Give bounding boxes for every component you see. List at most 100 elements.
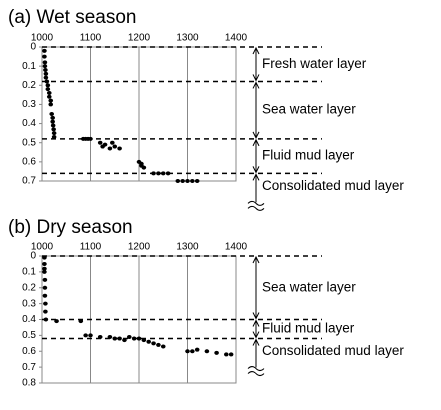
point <box>102 142 108 147</box>
x-tick-label: 1100 <box>80 33 102 44</box>
point <box>51 131 57 136</box>
y-tick-label: 0.1 <box>22 267 36 278</box>
point <box>112 144 118 149</box>
point <box>43 301 48 306</box>
layer-label: Consolidated mud layer <box>262 178 404 193</box>
arrow-head <box>252 166 260 174</box>
x-tick-label: 1400 <box>225 242 248 253</box>
layer-label: Fluid mud layer <box>262 321 355 336</box>
arrow-head <box>252 46 260 55</box>
point <box>42 54 47 59</box>
layer-label: Sea water layer <box>262 102 356 117</box>
y-tick-label: 0.5 <box>22 330 36 341</box>
point <box>48 98 54 103</box>
y-tick-label: 0.2 <box>22 282 36 293</box>
x-tick-label: 1300 <box>176 242 199 253</box>
x-tick-label: 1200 <box>128 242 151 253</box>
y-tick-label: 0.1 <box>22 61 36 72</box>
arrow-head <box>252 173 260 181</box>
arrow-head <box>252 338 260 346</box>
point <box>42 266 47 271</box>
arrow-head <box>252 312 260 320</box>
y-tick-label: 0.4 <box>22 314 36 325</box>
point <box>49 112 54 116</box>
point <box>42 293 48 298</box>
y-tick-label: 0.6 <box>22 346 36 357</box>
point <box>51 127 56 132</box>
arrow-head <box>252 331 260 339</box>
y-tick-label: 0.5 <box>22 137 36 148</box>
arrow-head <box>252 319 260 327</box>
point <box>50 119 55 124</box>
point <box>117 336 122 341</box>
x-tick-label: 1000 <box>31 242 54 253</box>
y-tick-label: 0 <box>30 42 36 53</box>
point <box>46 90 52 95</box>
x-tick-label: 1400 <box>225 33 248 44</box>
break-mark <box>247 366 265 372</box>
point <box>42 285 48 290</box>
point <box>43 67 48 72</box>
layer-label: Fluid mud layer <box>262 148 355 163</box>
point <box>190 179 195 183</box>
point <box>214 350 219 355</box>
point <box>42 48 47 53</box>
x-tick-label: 1100 <box>80 242 102 253</box>
point <box>48 102 54 107</box>
x-tick-label: 1000 <box>31 33 54 44</box>
point <box>43 309 48 314</box>
point <box>43 75 49 80</box>
y-tick-label: 0.2 <box>22 80 36 91</box>
break-mark <box>247 205 265 211</box>
point <box>110 140 115 145</box>
x-tick-label: 1300 <box>176 33 199 44</box>
point <box>50 115 55 120</box>
point <box>185 179 190 183</box>
point <box>175 179 181 183</box>
point <box>127 334 132 339</box>
point <box>185 349 190 354</box>
point <box>42 269 47 274</box>
point <box>190 349 195 354</box>
point <box>51 134 57 139</box>
y-tick-label: 0.7 <box>22 176 36 187</box>
x-tick-label: 1200 <box>128 33 151 44</box>
y-tick-label: 0.7 <box>22 362 36 373</box>
layer-label: Fresh water layer <box>262 56 367 71</box>
chart-title: (a) Wet season <box>8 7 136 28</box>
point <box>151 341 156 346</box>
y-tick-label: 0.3 <box>22 99 36 110</box>
point <box>83 333 88 338</box>
arrow-head <box>252 81 260 89</box>
point <box>180 179 185 183</box>
point <box>45 87 51 92</box>
point <box>42 261 47 266</box>
point <box>136 336 142 341</box>
point <box>107 146 113 151</box>
arrow-head <box>252 131 260 140</box>
arrow-head <box>252 138 260 147</box>
y-tick-label: 0.6 <box>22 156 36 167</box>
point <box>97 140 103 145</box>
point <box>224 352 229 357</box>
y-tick-label: 0 <box>30 251 36 262</box>
point <box>42 64 48 69</box>
layer-label: Sea water layer <box>262 279 356 294</box>
y-tick-label: 0.4 <box>22 118 36 129</box>
chart-title: (b) Dry season <box>8 217 133 238</box>
arrow-head <box>252 74 260 82</box>
point <box>139 161 144 166</box>
point <box>50 123 56 128</box>
y-tick-label: 0.8 <box>22 378 36 389</box>
point <box>194 179 200 183</box>
point <box>46 94 52 99</box>
point <box>88 333 93 338</box>
point <box>228 352 234 357</box>
y-tick-label: 0.3 <box>22 298 36 309</box>
point <box>194 347 200 352</box>
point <box>42 60 48 65</box>
point <box>156 171 161 176</box>
point <box>117 146 122 151</box>
